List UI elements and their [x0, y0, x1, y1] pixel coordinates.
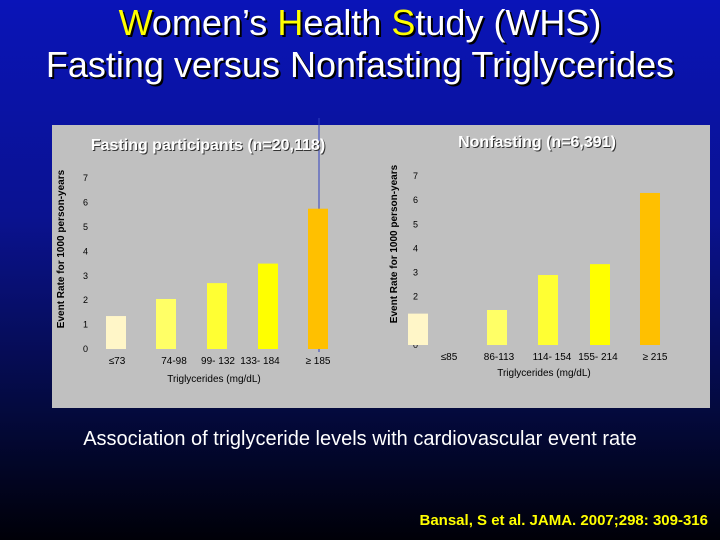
bar: [258, 263, 278, 349]
x-tick-label: 74-98: [161, 356, 187, 367]
chart-title-shadow: Nonfasting (n=6,391): [459, 135, 617, 152]
bar: [538, 275, 558, 345]
bar: [308, 208, 328, 349]
x-tick-label: 99- 132: [201, 356, 235, 367]
x-axis-label: Triglycerides (mg/dL): [167, 374, 261, 385]
bar: [207, 283, 227, 349]
bar: [590, 264, 610, 345]
y-tick-label: 7: [413, 171, 418, 181]
y-axis-label: Event Rate for 1000 person-years: [56, 169, 67, 328]
chart-title-shadow: Fasting participants (n=20,118): [92, 138, 326, 155]
y-tick-label: 3: [413, 268, 418, 278]
title-text: tudy (WHS): [415, 2, 602, 43]
title-letter: S: [391, 2, 416, 43]
title-letter: H: [277, 2, 304, 43]
citation: Bansal, S et al. JAMA. 2007;298: 309-316: [419, 512, 709, 529]
y-axis-label: Event Rate for 1000 person-years: [389, 164, 400, 323]
y-tick-label: 4: [413, 243, 418, 253]
bar: [106, 316, 126, 349]
x-axis-label: Triglycerides (mg/dL): [497, 368, 591, 379]
bar: [408, 313, 428, 345]
bar: [487, 310, 507, 345]
y-tick-label: 1: [83, 320, 88, 330]
x-tick-label: 155- 214: [578, 352, 618, 363]
slide-title: Women’s Health Study (WHS): [0, 2, 720, 44]
x-tick-label: ≥ 185: [306, 356, 331, 367]
y-tick-label: 7: [83, 173, 88, 183]
title-text: ealth: [303, 2, 392, 43]
y-tick-label: 2: [83, 295, 88, 305]
x-tick-label: ≤85: [441, 352, 458, 363]
x-tick-label: 114- 154: [533, 352, 572, 363]
chart-title: Fasting participants (n=20,118): [91, 137, 325, 154]
y-tick-label: 6: [413, 195, 418, 205]
slide-subtitle: Fasting versus Nonfasting Triglycerides: [45, 44, 675, 85]
x-tick-label: 133- 184: [240, 356, 280, 367]
y-tick-label: 6: [83, 198, 88, 208]
y-tick-label: 4: [83, 246, 88, 256]
x-tick-label: ≤73: [109, 356, 126, 367]
y-tick-label: 3: [83, 271, 88, 281]
y-tick-label: 5: [83, 222, 88, 232]
y-tick-label: 5: [413, 219, 418, 229]
title-text: omen’s: [151, 2, 278, 43]
title-letter: W: [118, 2, 152, 43]
y-tick-label: 2: [413, 292, 418, 302]
x-tick-label: ≥ 215: [643, 352, 668, 363]
bar: [640, 192, 660, 345]
slide-caption: Association of triglyceride levels with …: [83, 428, 637, 450]
chart-title: Nonfasting (n=6,391): [458, 134, 616, 151]
y-tick-label: 0: [83, 344, 88, 354]
x-tick-label: 86-113: [484, 352, 515, 363]
bar: [156, 298, 176, 349]
